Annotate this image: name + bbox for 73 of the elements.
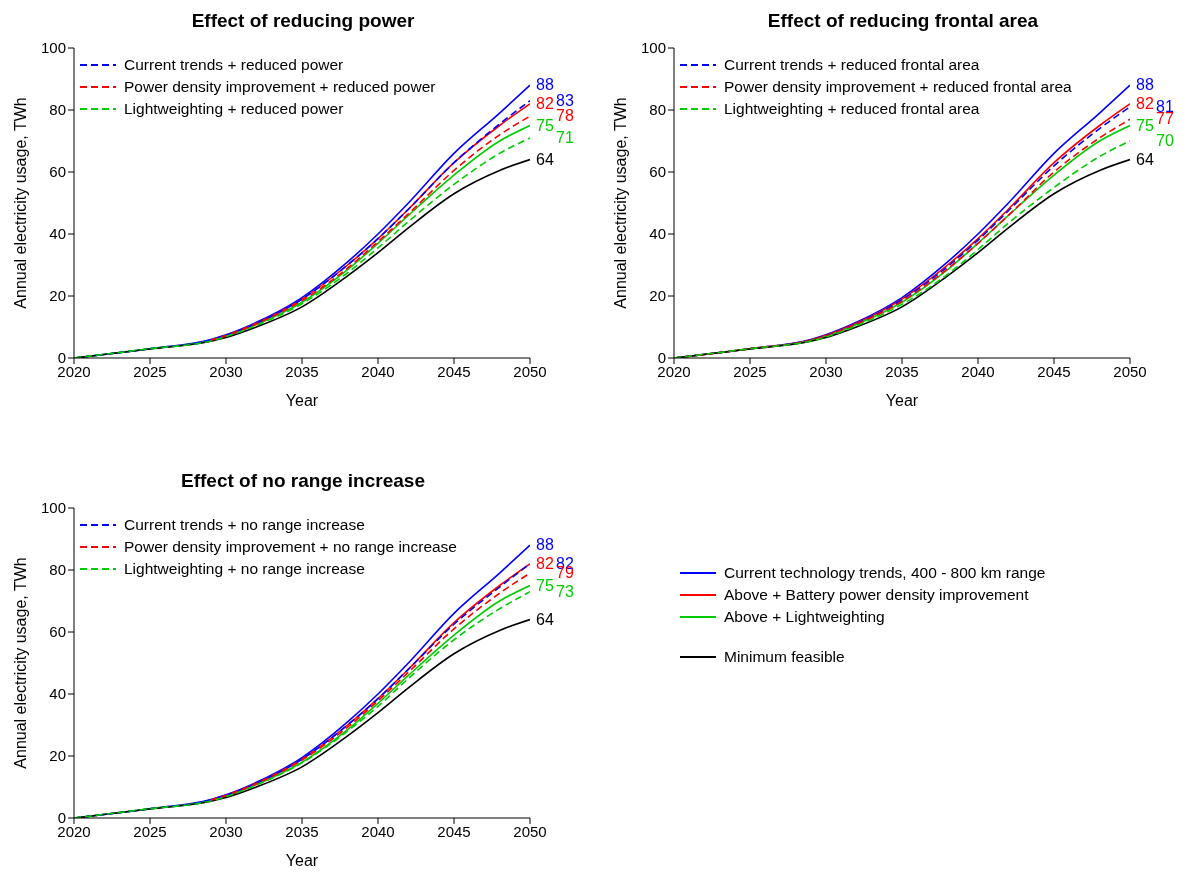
data-label: 82: [536, 94, 554, 112]
x-tick-label: 2045: [437, 822, 471, 840]
y-axis-title: Annual electricity usage, TWh: [611, 97, 629, 309]
x-tick-label: 2030: [809, 362, 843, 380]
x-tick-label: 2030: [209, 362, 243, 380]
chart-title: Effect of no range increase: [180, 470, 426, 492]
legend-label: Minimum feasible: [724, 647, 845, 667]
y-tick-label: 100: [40, 499, 66, 517]
data-label: 82: [536, 554, 554, 572]
x-axis-title: Year: [285, 852, 319, 869]
x-tick-label: 2050: [513, 362, 547, 380]
y-tick-label: 80: [49, 561, 66, 579]
legend-label: Power density improvement + reduced power: [124, 77, 436, 97]
legend-label: Above + Battery power density improvement: [724, 585, 1029, 605]
x-tick-label: 2040: [361, 362, 395, 380]
data-label: 64: [536, 150, 554, 168]
y-tick-label: 60: [49, 623, 66, 641]
legend-label: Above + Lightweighting: [724, 607, 885, 627]
x-tick-label: 2025: [133, 362, 167, 380]
legend-label: Current trends + reduced power: [124, 55, 344, 75]
data-label: 71: [556, 128, 574, 146]
data-label: 83: [556, 91, 574, 109]
x-tick-label: 2035: [285, 362, 319, 380]
y-tick-label: 100: [640, 39, 666, 57]
x-tick-label: 2045: [437, 362, 471, 380]
y-tick-label: 20: [649, 287, 666, 305]
legend-label: Lightweighting + no range increase: [124, 559, 365, 579]
y-axis-title: Annual electricity usage, TWh: [11, 97, 29, 309]
legend-label: Power density improvement + no range increase: [124, 537, 457, 557]
x-axis-title: Year: [285, 392, 319, 409]
data-label: 73: [556, 582, 574, 600]
chart-title: Effect of reducing power: [190, 10, 416, 32]
x-tick-label: 2050: [1113, 362, 1147, 380]
data-label: 88: [536, 76, 554, 94]
y-axis-title: Annual electricity usage, TWh: [11, 557, 29, 769]
data-label: 75: [1136, 116, 1154, 134]
x-tick-label: 2040: [361, 822, 395, 840]
y-tick-label: 80: [49, 101, 66, 119]
y-tick-label: 40: [49, 225, 66, 243]
x-tick-label: 2045: [1037, 362, 1071, 380]
x-tick-label: 2035: [885, 362, 919, 380]
y-tick-label: 60: [649, 163, 666, 181]
legend-label: Power density improvement + reduced frontal area: [724, 77, 1072, 97]
x-tick-label: 2050: [513, 822, 547, 840]
y-tick-label: 20: [49, 747, 66, 765]
legend-label: Lightweighting + reduced power: [124, 99, 344, 119]
data-label: 81: [1156, 97, 1174, 115]
x-tick-label: 2025: [133, 822, 167, 840]
x-tick-label: 2040: [961, 362, 995, 380]
y-tick-label: 20: [49, 287, 66, 305]
legend-label: Current technology trends, 400 - 800 km range: [724, 563, 1046, 583]
y-tick-label: 100: [40, 39, 66, 57]
y-tick-label: 40: [649, 225, 666, 243]
y-tick-label: 80: [649, 101, 666, 119]
y-tick-label: 60: [49, 163, 66, 181]
x-axis-title: Year: [885, 392, 919, 409]
data-label: 88: [536, 536, 554, 554]
data-label: 64: [536, 610, 554, 628]
data-label: 64: [1136, 150, 1154, 168]
data-label: 88: [1136, 76, 1154, 94]
chart-title: Effect of reducing frontal area: [766, 10, 1040, 32]
legend-label: Current trends + no range increase: [124, 515, 365, 535]
data-label: 70: [1156, 132, 1174, 149]
data-label: 78: [556, 107, 574, 125]
data-label: 75: [536, 576, 554, 594]
data-label: 82: [1136, 94, 1154, 112]
data-label: 75: [536, 116, 554, 134]
legend-label: Lightweighting + reduced frontal area: [724, 99, 980, 119]
x-tick-label: 2025: [733, 362, 767, 380]
x-tick-label: 2030: [209, 822, 243, 840]
y-tick-label: 40: [49, 685, 66, 703]
legend-label: Current trends + reduced frontal area: [724, 55, 980, 75]
x-tick-label: 2035: [285, 822, 319, 840]
